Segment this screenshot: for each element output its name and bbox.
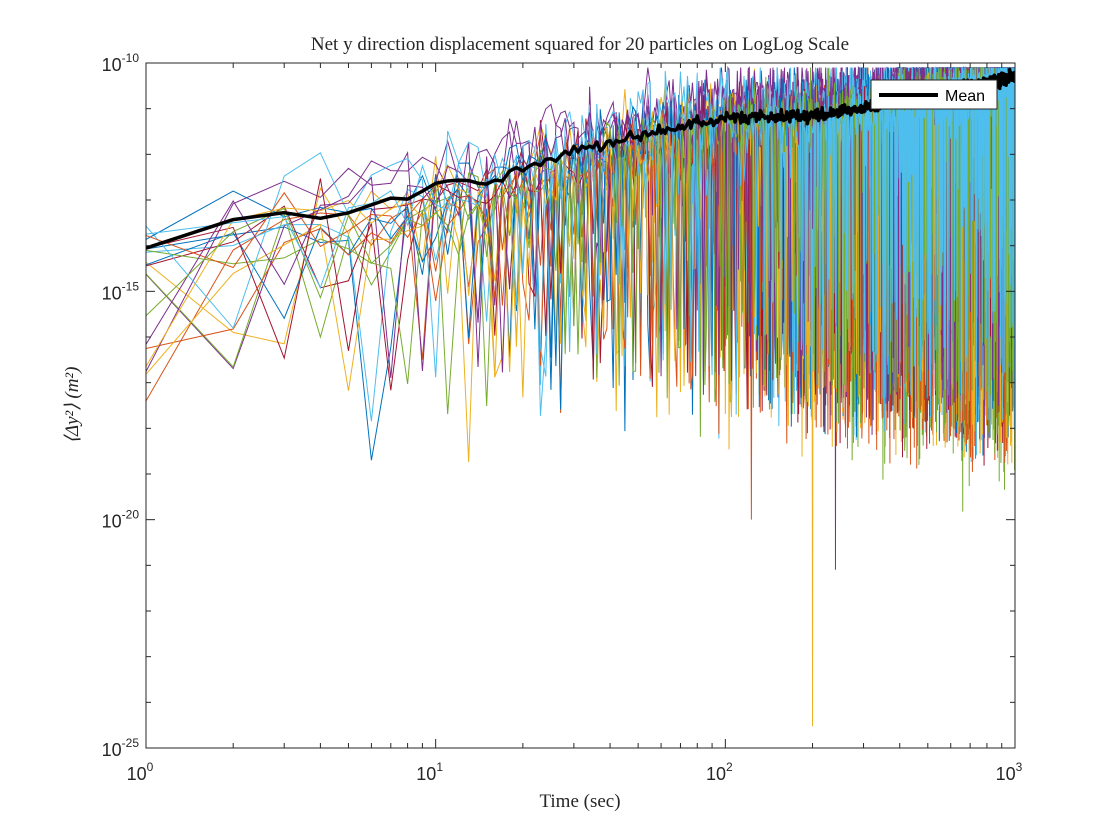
x-tick-label: 103	[996, 760, 1023, 784]
series-layer	[146, 65, 1015, 727]
x-axis-tick-labels: 100 101 102 103	[127, 760, 1023, 784]
y-tick-label: 10-10	[102, 51, 140, 75]
x-tick-label: 100	[127, 760, 154, 784]
y-axis-label: ⟨Δy²⟩ (m²)	[62, 367, 83, 444]
y-axis-tick-labels: 10-25 10-20 10-15 10-10	[102, 51, 140, 760]
x-tick-label: 102	[706, 760, 733, 784]
x-axis-label: Time (sec)	[539, 791, 620, 812]
chart-title: Net y direction displacement squared for…	[311, 34, 849, 55]
y-tick-label: 10-15	[102, 279, 140, 303]
x-tick-label: 101	[416, 760, 443, 784]
particle-series-line	[146, 65, 1015, 456]
axis-ticks	[145, 62, 1015, 749]
legend-mean-label: Mean	[945, 88, 985, 105]
y-tick-label: 10-20	[102, 508, 140, 532]
legend: Mean	[870, 79, 998, 110]
plot-area-frame	[145, 62, 1016, 749]
y-tick-label: 10-25	[102, 736, 140, 760]
